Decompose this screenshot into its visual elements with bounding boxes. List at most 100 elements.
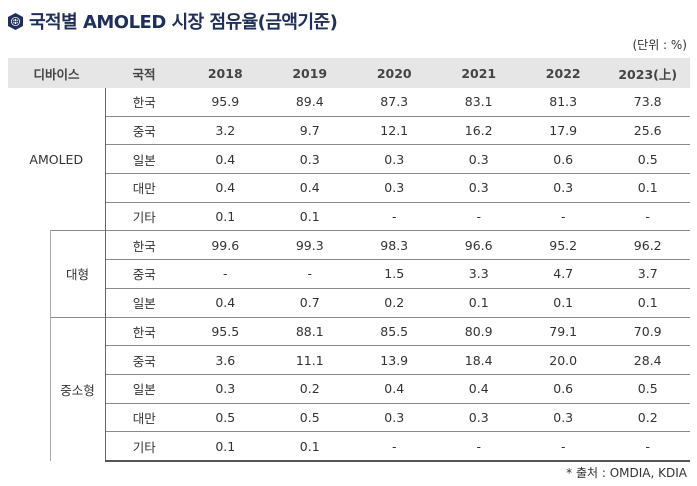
value-cell: 12.1 — [351, 115, 437, 145]
value-cell: 0.1 — [436, 287, 521, 317]
value-cell: 0.4 — [183, 144, 268, 174]
country-cell: 중국 — [105, 345, 184, 375]
share-table: 디바이스 국적 2018 2019 2020 2021 2022 2023(上) AMOLED… — [8, 58, 690, 462]
value-cell: 0.3 — [520, 173, 606, 203]
table-row: AMOLED 한국 95.9 89.4 87.3 83.1 81.3 73.8 — [8, 88, 690, 231]
value-cell: 0.3 — [436, 173, 521, 203]
table-row: 일본 0.4 0.3 0.3 0.3 0.6 0.5 — [8, 144, 690, 174]
value-cell: - — [520, 201, 606, 231]
value-cell: 0.5 — [605, 373, 690, 404]
value-cell: 0.1 — [267, 201, 352, 231]
value-cell: 0.2 — [351, 287, 437, 317]
value-cell: 0.1 — [605, 287, 690, 317]
header-device: 디바이스 — [8, 58, 106, 88]
value-cell: 25.6 — [605, 115, 690, 145]
source-note: * 출처 : OMDIA, KDIA — [566, 466, 687, 480]
value-cell: 98.3 — [351, 230, 437, 260]
page-title: 국적별 AMOLED 시장 점유율(금액기준) — [8, 8, 338, 34]
value-cell: 0.2 — [605, 402, 690, 432]
device-cell: 대형 — [50, 230, 106, 317]
country-cell: 일본 — [105, 144, 184, 174]
header-year: 2023(上) — [605, 58, 690, 88]
header-country: 국적 — [105, 58, 184, 88]
value-cell: 4.7 — [520, 259, 606, 289]
table-row: 중국 3.6 11.1 13.9 18.4 20.0 28.4 — [8, 345, 690, 375]
table-row: 중국 3.2 9.7 12.1 16.2 17.9 25.6 — [8, 115, 690, 145]
value-cell: 3.7 — [605, 259, 690, 289]
value-cell: 0.3 — [267, 144, 352, 174]
value-cell: 20.0 — [520, 345, 606, 375]
value-cell: 13.9 — [351, 345, 437, 375]
table-row: 일본 0.3 0.2 0.4 0.4 0.6 0.5 — [8, 373, 690, 404]
value-cell: 0.4 — [183, 173, 268, 203]
device-cell: AMOLED — [8, 88, 106, 231]
value-cell: 0.4 — [183, 287, 268, 317]
value-cell: 11.1 — [267, 345, 352, 375]
value-cell: 85.5 — [351, 316, 437, 346]
value-cell: - — [183, 259, 268, 289]
value-cell: 0.5 — [267, 402, 352, 432]
value-cell: - — [605, 431, 690, 462]
country-cell: 한국 — [132, 95, 156, 111]
value-cell: - — [436, 431, 521, 462]
table-row: 기타 0.1 0.1- - - - — [8, 201, 690, 231]
country-cell: 중국 — [105, 259, 184, 289]
value-cell: 3.3 — [436, 259, 521, 289]
value-cell: 9.7 — [267, 115, 352, 145]
value-cell: 0.3 — [351, 402, 437, 432]
value-cell: 0.2 — [267, 373, 352, 404]
value-cell: 1.5 — [351, 259, 437, 289]
country-cell: 일본 — [105, 287, 184, 317]
value-cell: 0.7 — [267, 287, 352, 317]
value-cell: 0.5 — [183, 402, 268, 432]
header-year: 2018 — [183, 58, 268, 88]
value-cell: 0.3 — [520, 402, 606, 432]
country-cell: 한국 — [105, 230, 184, 260]
value-cell: 18.4 — [436, 345, 521, 375]
value-cell: 0.3 — [436, 402, 521, 432]
indent-cell — [8, 230, 51, 461]
value-cell: 0.5 — [605, 144, 690, 174]
value-cell: 0.1 — [605, 173, 690, 203]
value-cell: 17.9 — [520, 115, 606, 145]
value-cell: 0.3 — [183, 373, 268, 404]
country-cell: 일본 — [105, 373, 184, 404]
value-cell: 16.2 — [436, 115, 521, 145]
value-cell: 0.1 — [183, 201, 268, 231]
value-cell: - — [351, 201, 437, 231]
value-cell: 81.3 — [549, 94, 578, 110]
header-row: 디바이스 국적 2018 2019 2020 2021 2022 2023(上) — [8, 58, 690, 88]
value-cell: - — [605, 201, 690, 231]
value-cell: 99.6 — [183, 230, 268, 260]
value-cell: 0.6 — [520, 373, 606, 404]
value-cell: - — [520, 431, 606, 462]
value-cell: 0.3 — [351, 173, 437, 203]
value-cell: 95.9 — [211, 94, 240, 110]
table-row: 중소형 한국 95.5 88.1 85.5 80.9 79.1 70.9 — [8, 316, 690, 461]
value-cell: 87.3 — [380, 94, 409, 110]
table-row: 대만 0.4 0.4 0.3 0.3 0.3 0.1 — [8, 173, 690, 203]
table-row: 대만 0.5 0.5 0.3 0.3 0.3 0.2 — [8, 402, 690, 432]
value-cell: - — [436, 201, 521, 231]
value-cell: 79.1 — [520, 316, 606, 346]
value-cell: 73.8 — [633, 94, 662, 110]
value-cell: 99.3 — [267, 230, 352, 260]
country-cell: 중국 — [105, 115, 184, 145]
header-year: 2021 — [436, 58, 521, 88]
value-cell: 80.9 — [436, 316, 521, 346]
value-cell: 28.4 — [605, 345, 690, 375]
globe-badge-icon — [8, 12, 23, 30]
unit-label: (단위 : %) — [632, 38, 687, 52]
header-year: 2022 — [520, 58, 606, 88]
value-cell: 3.2 — [183, 115, 268, 145]
value-cell: 0.6 — [520, 144, 606, 174]
device-cell: 중소형 — [50, 316, 106, 461]
value-cell: 83.1 — [464, 94, 493, 110]
country-cell: 기타 — [105, 431, 184, 462]
value-cell: 95.5 — [183, 316, 268, 346]
value-cell: 0.3 — [351, 144, 437, 174]
value-cell: 0.1 — [183, 431, 268, 462]
value-cell: 88.1 — [267, 316, 352, 346]
value-cell: 0.4 — [436, 373, 521, 404]
table-row: 일본 0.4 0.7 0.2 0.1 0.1 0.1 — [8, 287, 690, 317]
